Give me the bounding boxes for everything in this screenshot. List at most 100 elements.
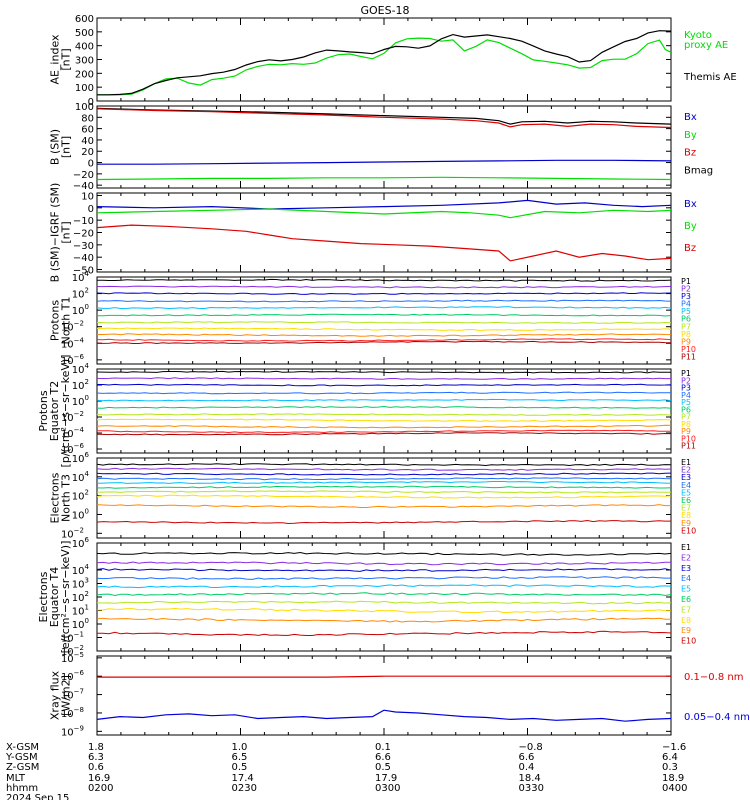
band-line [96,321,672,324]
legend-label: proxy AE [684,40,728,51]
panel-frame [96,17,672,102]
legend-label: E2 [681,466,691,475]
y-tick-exponent: −4 [74,336,85,344]
legend-label: E4 [681,574,691,583]
series-line [97,30,672,96]
band-line [97,278,672,282]
y-tick-exponent: −9 [74,724,84,732]
legend-label: P7 [681,413,691,422]
panel-frame [96,192,672,273]
ephemeris-value: 6.6 [375,752,391,763]
legend-label: P4 [681,391,691,400]
y-tick-label: 60 [81,125,94,136]
y-axis-label: [nT] [60,221,73,243]
y-tick-exponent: 1 [85,604,89,612]
legend-label: By [684,130,697,141]
band-line [97,607,671,614]
y-tick-exponent: 0 [85,617,89,625]
legend-label: E8 [681,511,691,520]
band-line [96,477,672,481]
ephemeris-value: 6.3 [88,752,104,763]
ephemeris-row-label: MLT [6,773,26,784]
band-line [96,467,672,471]
y-axis-label: Equator T2 [48,381,61,441]
y-axis-label: North T3 [60,474,73,522]
band-line [96,472,672,476]
y-tick-exponent: 6 [85,536,90,544]
legend-label: E5 [681,488,691,497]
y-tick-label: 104 [72,470,90,484]
legend-label: P5 [681,307,691,316]
legend-label: E6 [681,595,691,604]
band-line [96,592,672,597]
panel-7: 10610410310210110010−110−2ElectronsEquat… [37,536,696,658]
y-tick-label: 106 [72,451,90,465]
y-axis-label: [nT] [60,136,73,158]
y-tick-label: 0 [88,159,94,170]
legend-label: By [684,221,697,232]
legend-label: Bmag [684,165,713,176]
legend-label: Bz [684,148,696,159]
y-axis-label: Equator T4 [48,567,61,627]
y-tick-exponent: −6 [74,442,85,450]
y-tick-exponent: 2 [85,378,89,386]
legend-label: P7 [681,322,691,331]
y-tick-label: 100 [72,303,89,317]
ephemeris-value: 0330 [519,783,544,794]
y-tick-label: 10−5 [61,651,84,665]
band-line [96,551,672,556]
panel-frame [96,276,672,365]
legend-label: 0.05−0.4 nm [684,712,750,723]
ephemeris-value: −0.8 [519,742,543,753]
series-line [96,208,672,219]
y-axis-label: Xray flux [49,670,62,720]
legend-label: Bx [684,112,697,123]
y-tick-exponent: 2 [85,287,89,295]
y-axis-label: [e/(cm²−s−sr−keV)] [59,541,72,654]
band-line [96,405,672,409]
legend-label: Bz [684,243,696,254]
chart-title: GOES-18 [360,4,409,17]
band-line [96,370,672,374]
legend-label: E7 [681,605,691,614]
legend-label: P3 [681,292,691,301]
band-line [96,490,671,494]
y-tick-exponent: −6 [74,669,85,677]
legend-label: E10 [681,526,696,535]
y-tick-exponent: 4 [85,470,90,478]
y-tick-label: 102 [72,287,89,301]
legend-label: E5 [681,585,691,594]
y-tick-exponent: 2 [85,590,89,598]
band-line [96,504,671,508]
y-tick-label: 104 [72,270,90,284]
y-tick-label: −20 [73,229,94,240]
y-tick-exponent: −1 [74,631,84,639]
y-tick-label: 100 [72,507,89,521]
y-tick-exponent: 0 [85,303,89,311]
legend-label: P9 [681,337,691,346]
ephemeris-value: 1.0 [232,742,248,753]
y-tick-exponent: −2 [74,410,84,418]
y-tick-exponent: 2 [85,489,89,497]
y-tick-label: 102 [72,590,89,604]
legend-label: E2 [681,553,691,562]
series-line [97,37,672,96]
legend-label: E1 [681,543,691,552]
y-tick-label: 20 [81,147,94,158]
legend-label: P1 [681,369,691,378]
legend-label: P1 [681,277,691,286]
legend-label: P4 [681,300,691,309]
band-line [96,306,672,310]
y-tick-label: 600 [75,14,94,25]
y-axis-label: B (SM)−IGRF (SM) [49,183,62,283]
series-line [97,675,671,678]
legend-label: P2 [681,285,691,294]
ephemeris-value: 6.4 [662,752,678,763]
ephemeris-row-label: X-GSM [6,742,39,753]
y-axis-label: [p/(cm²−s−sr−keV)] [59,355,72,468]
ephemeris-value: 17.9 [375,773,397,784]
